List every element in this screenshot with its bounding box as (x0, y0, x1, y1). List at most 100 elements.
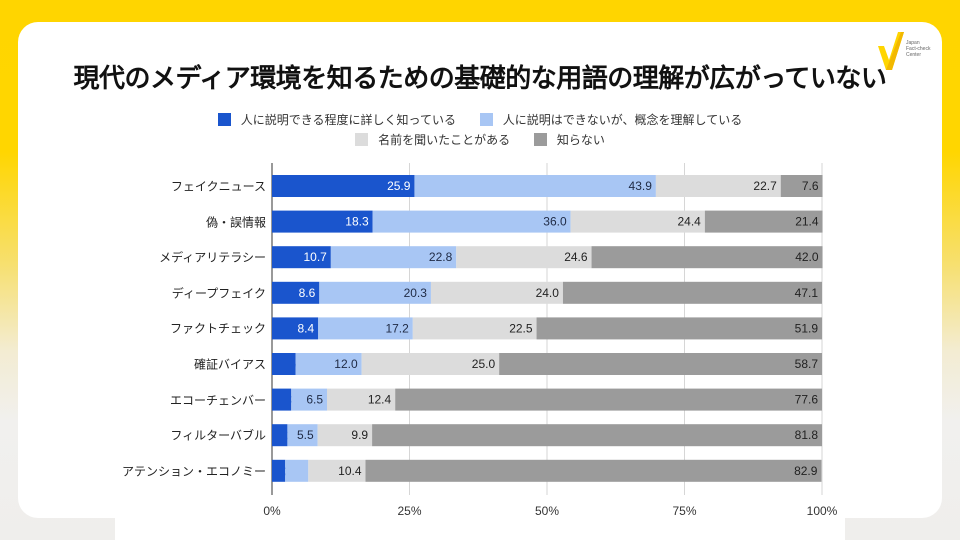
data-label: 12.0 (334, 357, 358, 371)
bar-segment (780, 175, 823, 197)
bar-segment (327, 388, 396, 411)
data-label: 22.8 (429, 250, 453, 264)
category-label: アテンション・エコノミー (121, 464, 266, 479)
bar-segment (272, 210, 373, 233)
legend-swatch (479, 113, 493, 126)
category-label: ディープフェイク (171, 286, 266, 301)
data-label: 8.4 (298, 321, 315, 335)
page-title: 現代のメディア環境を知るための基礎的な用語の理解が広がっていない (73, 64, 887, 94)
bar-segment (291, 388, 327, 411)
bar-segment (295, 353, 362, 375)
bar-segment (395, 388, 822, 411)
legend-item: 名前を聞いたことがある (355, 131, 510, 148)
bar-segment (704, 210, 823, 233)
legend-label: 人に説明はできないが、概念を理解している (502, 113, 743, 127)
category-label: エコーチェンバー (169, 393, 266, 408)
data-label: 43.9 (629, 179, 653, 193)
data-label: 5.5 (297, 428, 314, 442)
category-label: メディアリテラシー (159, 250, 266, 265)
data-label: 21.4 (795, 215, 819, 229)
data-label: 6.5 (306, 393, 323, 407)
x-tick-label: 75% (672, 504, 697, 518)
data-label: 24.4 (677, 215, 701, 229)
data-label: 58.7 (795, 357, 819, 371)
bar-segment (287, 424, 318, 447)
bar-segment (319, 281, 431, 304)
bar-segment (272, 246, 331, 269)
category-label: フィルターバブル (170, 428, 266, 443)
bar-segment (372, 424, 822, 447)
bar-segment (372, 210, 571, 233)
data-label: 47.1 (795, 286, 819, 300)
data-label: 82.9 (794, 464, 818, 478)
data-label: 10.7 (303, 250, 327, 264)
data-label: 22.7 (753, 179, 777, 193)
bar-segment (414, 175, 656, 197)
bar-segment (285, 459, 309, 482)
logo-text-line: Japan (906, 40, 920, 46)
data-label: 7.6 (802, 179, 819, 193)
slide-card-tail (115, 500, 845, 540)
bar-segment (272, 175, 415, 197)
x-tick-label: 0% (263, 504, 281, 518)
bar-segment (365, 459, 822, 482)
x-tick-label: 100% (806, 504, 838, 518)
bar-segment (308, 459, 366, 482)
data-label: 24.0 (536, 286, 560, 300)
bar-segment (317, 424, 373, 447)
x-tick-label: 50% (534, 504, 560, 518)
legend-swatch (533, 133, 547, 146)
data-label: 20.3 (404, 286, 428, 300)
bar-segment (272, 317, 319, 340)
bar-segment (272, 388, 292, 411)
data-label: 18.3 (345, 215, 369, 229)
data-label: 24.6 (564, 250, 588, 264)
category-label: ファクトチェック (169, 321, 266, 336)
category-label: 確証バイアス (193, 357, 266, 372)
bar-segment (318, 317, 413, 340)
data-label: 8.6 (299, 286, 316, 300)
data-label: 42.0 (795, 250, 819, 264)
legend-row-1: 人に説明できる程度に詳しく知っている 人に説明はできないが、概念を理解している (0, 111, 960, 129)
bar-segment (591, 246, 823, 269)
bar-segment (456, 246, 592, 269)
legend-swatch (217, 113, 231, 126)
bar-segment (330, 246, 457, 269)
legend-item: 人に説明はできないが、概念を理解している (479, 111, 743, 128)
bar-segment (499, 353, 822, 375)
data-label: 36.0 (543, 215, 567, 229)
checkmark-icon (878, 32, 904, 70)
data-label: 12.4 (368, 393, 392, 407)
bar-segment (361, 353, 500, 375)
bar-segment (562, 281, 822, 304)
bar-segment (272, 281, 320, 304)
data-label: 25.0 (472, 357, 496, 371)
bar-segment (570, 210, 705, 233)
legend-swatch (355, 133, 369, 146)
data-label: 81.8 (795, 428, 819, 442)
data-label: 51.9 (795, 321, 819, 335)
data-label: 22.5 (509, 321, 533, 335)
bar-segment (536, 317, 822, 340)
legend-label: 名前を聞いたことがある (378, 133, 511, 147)
data-label: 9.9 (351, 428, 368, 442)
bar-segment (412, 317, 537, 340)
logo-text: Japan Fact-check Center (906, 40, 930, 58)
bar-segment (272, 353, 296, 375)
data-label: 25.9 (387, 179, 411, 193)
legend-item: 人に説明できる程度に詳しく知っている (217, 111, 456, 128)
legend-item: 知らない (533, 131, 605, 148)
logo-text-line: Fact-check (906, 46, 931, 52)
legend-row-2: 名前を聞いたことがある 知らない (0, 131, 960, 149)
x-tick-label: 25% (397, 504, 422, 518)
data-label: 10.4 (338, 464, 362, 478)
bar-segment (655, 175, 781, 197)
data-label: 77.6 (795, 393, 819, 407)
bar-segment (430, 281, 563, 304)
category-label: 偽・誤情報 (205, 215, 266, 230)
data-label: 17.2 (385, 321, 409, 335)
legend-label: 知らない (556, 133, 605, 147)
logo-text-line: Center (906, 52, 922, 58)
bar-segment (272, 459, 286, 482)
